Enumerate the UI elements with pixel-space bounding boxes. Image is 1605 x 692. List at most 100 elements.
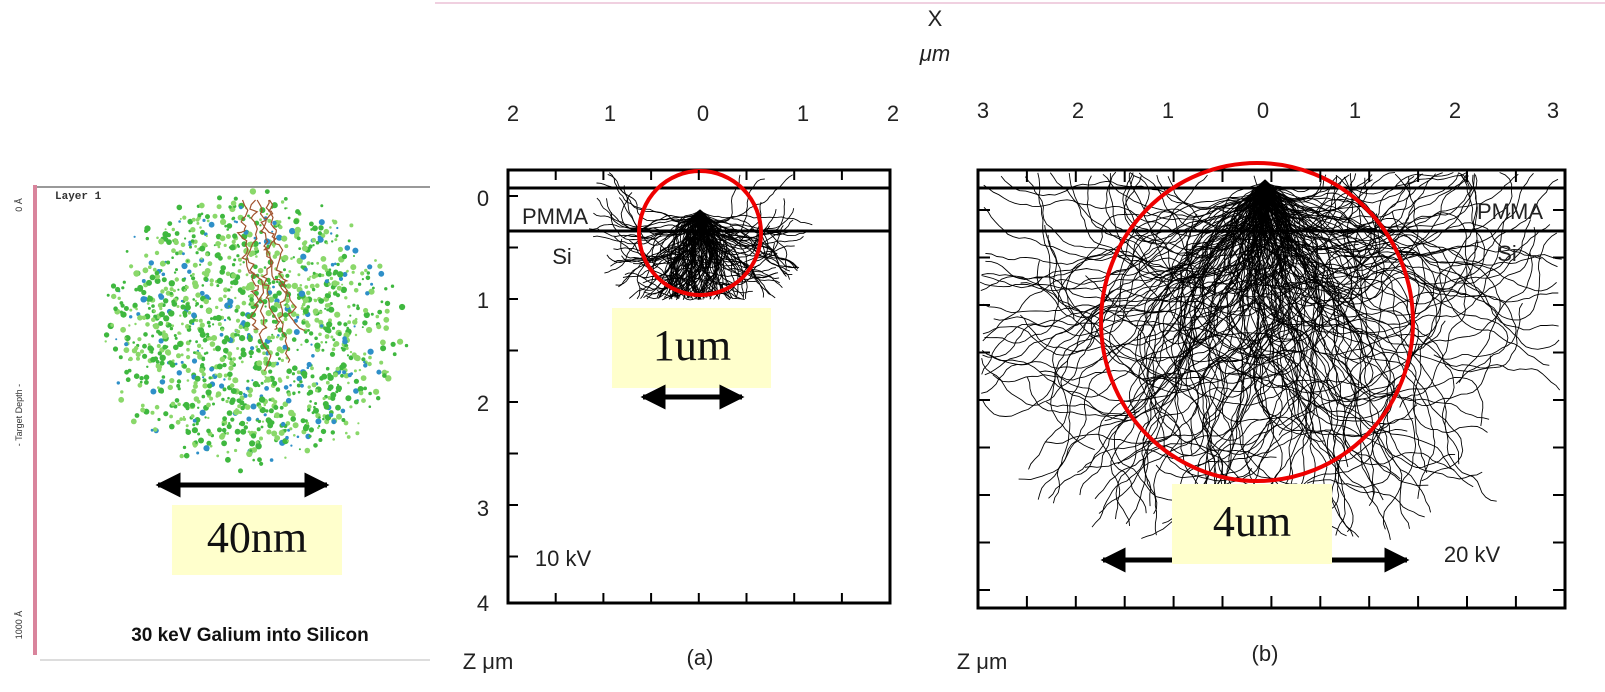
cascade-dot	[256, 367, 259, 370]
cascade-dot	[230, 281, 234, 285]
cascade-dot	[156, 237, 159, 240]
cascade-dot	[115, 287, 120, 292]
cascade-dot	[243, 287, 245, 289]
cascade-dot	[177, 370, 182, 375]
cascade-dot	[347, 305, 350, 308]
y-tick-label: 3	[477, 496, 489, 521]
cascade-dot	[243, 393, 245, 395]
cascade-dot	[186, 368, 191, 373]
depth-bottom: 1000 Å	[14, 611, 24, 640]
cascade-dot	[304, 285, 308, 289]
cascade-dot	[159, 389, 163, 393]
x-tick-label: 2	[887, 101, 899, 126]
cascade-dot	[310, 366, 314, 370]
cascade-dot	[326, 367, 330, 371]
cascade-dot	[352, 271, 355, 274]
cascade-dot	[124, 347, 130, 353]
cascade-dot	[239, 335, 245, 341]
cascade-dot	[230, 358, 233, 361]
cascade-dot	[217, 204, 222, 209]
cascade-dot	[274, 362, 277, 365]
cascade-dot	[120, 327, 126, 333]
cascade-dot	[156, 364, 158, 366]
cascade-dot	[111, 294, 116, 299]
cascade-dot	[145, 322, 150, 327]
cascade-dot	[345, 395, 351, 401]
cascade-dot	[297, 436, 300, 439]
cascade-dot	[187, 270, 191, 274]
cascade-dot	[177, 403, 181, 407]
cascade-dot	[326, 242, 328, 244]
cascade-dot	[234, 297, 236, 299]
cascade-dot	[171, 300, 175, 304]
cascade-dot	[337, 271, 343, 277]
cascade-dot	[248, 431, 251, 434]
cascade-dot	[181, 300, 183, 302]
ion-cascade	[104, 188, 408, 473]
cascade-dot	[186, 355, 190, 359]
cascade-dot	[325, 334, 330, 339]
cascade-dot	[207, 417, 209, 419]
cascade-dot	[352, 248, 358, 254]
cascade-dot	[301, 305, 303, 307]
cascade-dot	[177, 289, 179, 291]
cascade-dot	[151, 335, 154, 338]
cascade-dot	[143, 332, 148, 337]
cascade-dot	[300, 344, 302, 346]
cascade-dot	[216, 252, 220, 256]
cascade-dot	[206, 235, 208, 237]
cascade-dot	[256, 360, 262, 366]
cascade-dot	[293, 380, 295, 382]
cascade-dot	[150, 357, 156, 363]
cascade-dot	[240, 429, 246, 435]
cascade-dot	[313, 272, 316, 275]
panel-title: 30 keV Galium into Silicon	[131, 625, 369, 646]
cascade-dot	[199, 264, 201, 266]
cascade-dot	[265, 189, 270, 194]
cascade-dot	[286, 398, 292, 404]
cascade-dot	[333, 344, 336, 347]
x-tick-label: 1	[604, 101, 616, 126]
cascade-dot	[372, 287, 375, 290]
cascade-dot	[215, 306, 218, 309]
cascade-dot	[332, 338, 335, 341]
cascade-dot	[246, 422, 248, 424]
cascade-dot	[175, 398, 180, 403]
cascade-dot	[200, 410, 206, 416]
cascade-dot	[312, 411, 315, 414]
cascade-dot	[134, 323, 136, 325]
cascade-dot	[132, 341, 135, 344]
cascade-dot	[135, 413, 140, 418]
voltage-label: 20 kV	[1444, 542, 1501, 567]
cascade-dot	[216, 391, 222, 397]
cascade-dot	[280, 406, 284, 410]
cascade-dot	[250, 355, 253, 358]
cascade-dot	[330, 277, 333, 280]
cascade-dot	[227, 451, 230, 454]
cascade-dot	[221, 440, 227, 446]
cascade-dot	[151, 411, 155, 415]
cascade-dot	[295, 227, 301, 233]
cascade-dot	[249, 440, 255, 446]
cascade-dot	[363, 352, 366, 355]
trajectory	[700, 175, 793, 221]
cascade-dot	[124, 337, 126, 339]
cascade-dot	[371, 313, 374, 316]
cascade-dot	[134, 373, 140, 379]
cascade-dot	[234, 197, 238, 201]
cascade-dot	[330, 232, 332, 234]
cascade-dot	[142, 279, 146, 283]
cascade-dot	[157, 418, 160, 421]
cascade-dot	[198, 327, 204, 333]
cascade-dot	[314, 402, 317, 405]
cascade-dot	[329, 226, 332, 229]
cascade-dot	[239, 263, 241, 265]
cascade-dot	[164, 287, 168, 291]
cascade-dot	[192, 298, 195, 301]
cascade-dot	[186, 429, 192, 435]
cascade-dot	[318, 416, 321, 419]
cascade-dot	[311, 354, 315, 358]
cascade-dot	[126, 377, 131, 382]
cascade-dot	[276, 336, 279, 339]
cascade-dot	[226, 234, 231, 239]
